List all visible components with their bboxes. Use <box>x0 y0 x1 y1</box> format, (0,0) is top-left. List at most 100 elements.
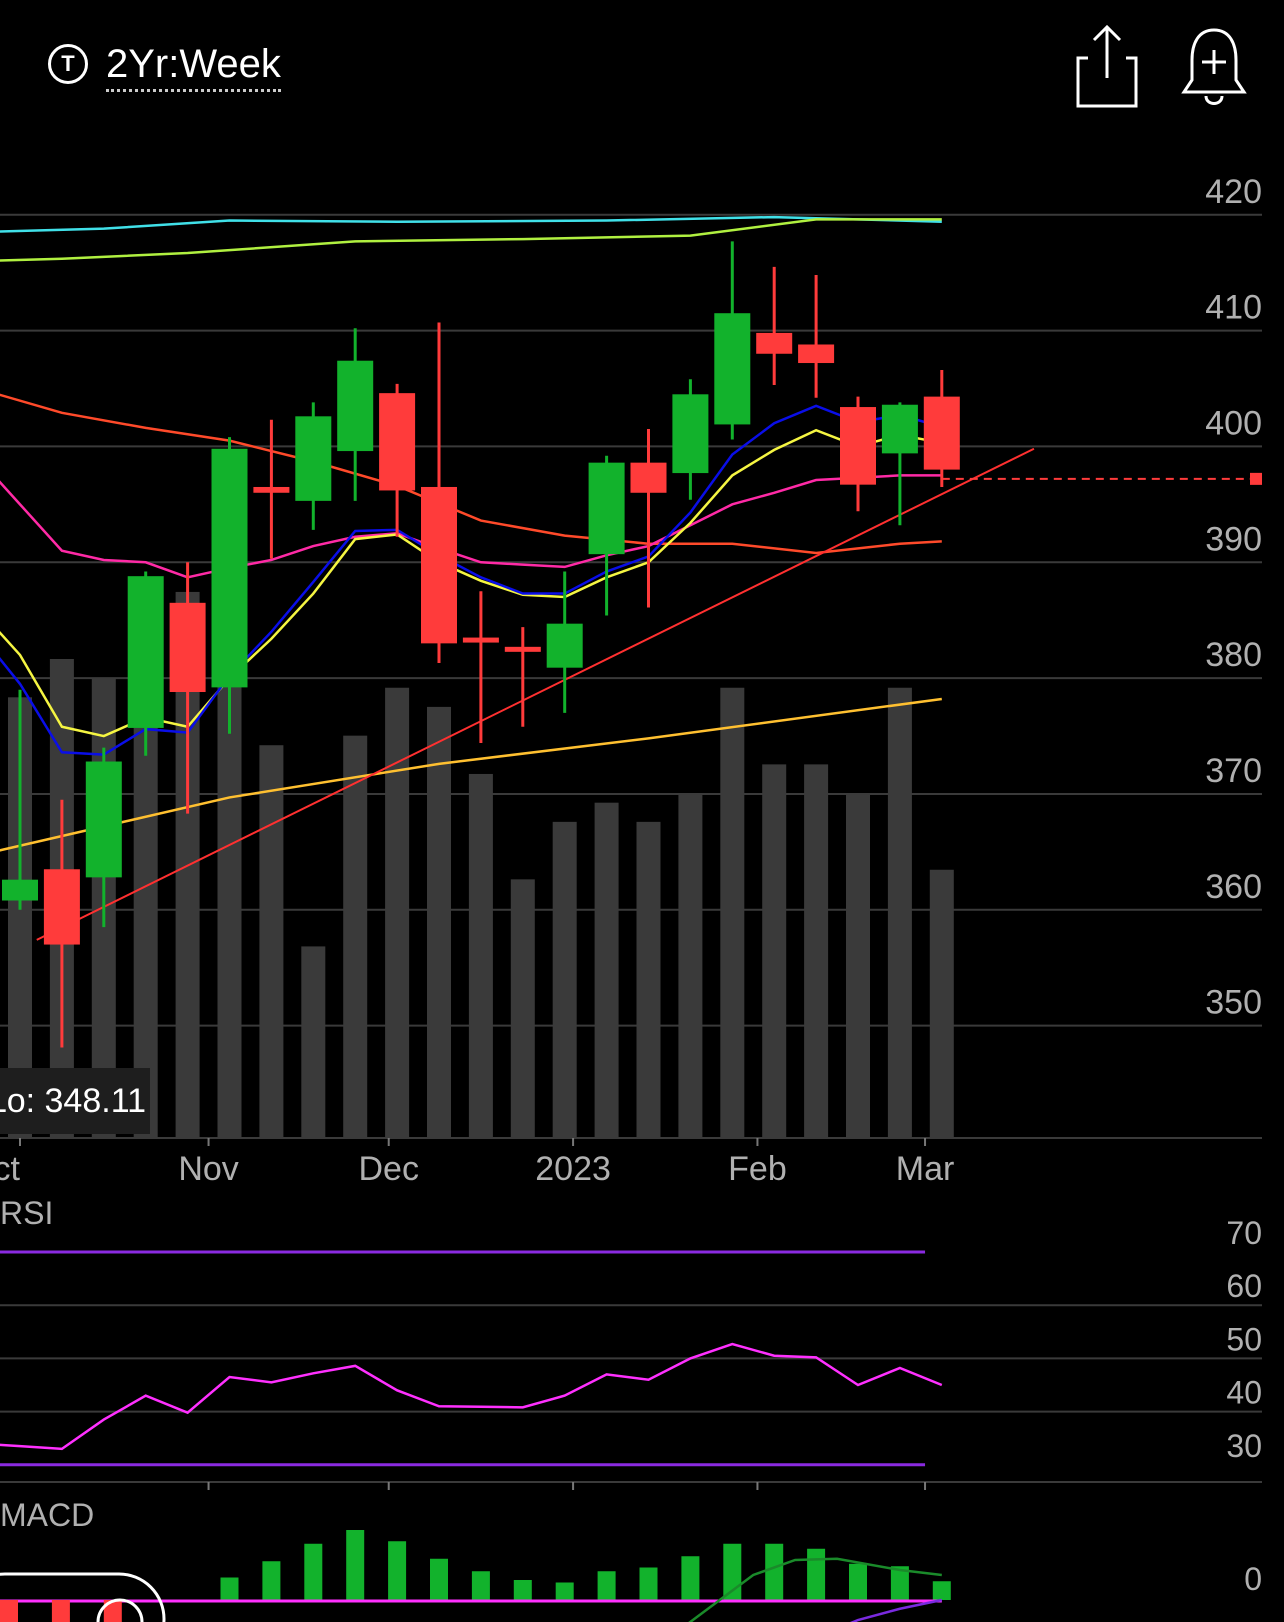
macd-histogram-bar <box>304 1543 323 1600</box>
trendline-line <box>36 447 1035 941</box>
x-tick-label: Nov <box>178 1150 238 1188</box>
volume-bar <box>385 687 410 1138</box>
macd-histogram-bar <box>388 1541 407 1600</box>
candle-body <box>798 344 835 364</box>
macd-negative-bar <box>103 1600 122 1622</box>
macd-histogram-bar <box>430 1558 448 1600</box>
candle-body <box>85 761 122 878</box>
share-icon[interactable] <box>1074 24 1142 110</box>
candle-body <box>2 879 38 901</box>
volume-bar <box>301 946 326 1138</box>
candle-body <box>169 602 206 693</box>
volume-bar <box>678 793 703 1138</box>
macd_line_green <box>688 1557 942 1622</box>
volume-bar <box>427 706 451 1138</box>
ma_pink-line <box>0 474 942 579</box>
macd-negative-bar <box>51 1600 70 1622</box>
price-tick-label: 380 <box>1205 636 1262 674</box>
low-label-bg <box>0 1068 150 1134</box>
candle-body <box>421 486 457 644</box>
volume-bar <box>552 821 577 1138</box>
price-tick-label: 400 <box>1205 404 1262 442</box>
ema_fast-line <box>0 404 943 756</box>
price-tick-label: 370 <box>1205 752 1262 790</box>
last-price-marker <box>1250 472 1262 485</box>
upper_cyan-line <box>0 215 942 233</box>
macd-histogram-bar <box>513 1580 532 1600</box>
candle-body <box>43 869 80 945</box>
macd-histogram-bar <box>220 1577 239 1600</box>
low-label: Lo: 348.11 <box>0 1082 146 1120</box>
macd-title: MACD <box>0 1497 94 1533</box>
volume-bar <box>343 735 368 1138</box>
price-tick-label: 360 <box>1205 868 1262 906</box>
candle-body <box>504 646 541 652</box>
candle-body <box>756 332 793 354</box>
macd-histogram-bar <box>262 1561 281 1600</box>
volume-bar <box>720 687 745 1138</box>
price-tick-label: 390 <box>1205 520 1262 558</box>
ma_long-line <box>0 697 942 852</box>
price-tick-label: 350 <box>1205 984 1262 1022</box>
volume-bar <box>887 687 912 1138</box>
candle-body <box>672 394 709 474</box>
macd-histogram-bar <box>471 1571 490 1600</box>
macd-negative-bar <box>0 1600 18 1622</box>
chart-header: T 2Yr:Week <box>0 0 1284 130</box>
rsi-tick-label: 30 <box>1226 1428 1262 1464</box>
volume-bar <box>762 764 787 1138</box>
macd-histogram-bar <box>807 1548 826 1600</box>
candle-body <box>211 448 248 688</box>
volume-bar <box>804 764 829 1138</box>
bell-plus-icon[interactable] <box>1180 24 1248 110</box>
price-tick-label: 420 <box>1205 173 1262 211</box>
rsi-line <box>0 1342 943 1451</box>
macd-histogram-bar <box>849 1563 867 1600</box>
volume-bar <box>846 793 870 1138</box>
x-tick-label: Dec <box>358 1150 418 1188</box>
candle-body <box>714 313 751 425</box>
candle-body <box>127 576 164 728</box>
macd-histogram-bar <box>639 1567 658 1600</box>
volume-bar <box>594 802 619 1138</box>
volume-bar <box>259 745 284 1138</box>
rsi-tick-label: 60 <box>1226 1268 1262 1304</box>
rsi-title: RSI <box>0 1195 53 1231</box>
candle-body <box>295 416 332 501</box>
candle-body <box>546 623 583 668</box>
macd-histogram-bar <box>681 1556 700 1600</box>
macd-histogram-bar <box>890 1566 909 1600</box>
macd-histogram-bar <box>932 1581 951 1600</box>
crosshair-toggle-outline <box>0 1572 166 1622</box>
rsi-tick-label: 40 <box>1226 1375 1262 1411</box>
candle-body <box>630 462 667 493</box>
volume-bar <box>468 773 493 1138</box>
x-tick-label: 2023 <box>535 1150 611 1188</box>
candle-body <box>379 393 416 491</box>
ma_red-line <box>0 393 942 555</box>
x-tick-label: Mar <box>896 1150 955 1188</box>
macd-histogram-bar <box>555 1582 574 1600</box>
candle-body <box>588 462 625 555</box>
x-tick-label: Feb <box>728 1150 787 1188</box>
rsi-tick-label: 50 <box>1226 1321 1262 1357</box>
price-tick-label: 410 <box>1205 289 1262 327</box>
macd-histogram-bar <box>765 1543 784 1600</box>
volume-bar <box>510 879 535 1138</box>
rsi-tick-label: 70 <box>1226 1215 1262 1251</box>
candle-body <box>923 396 960 470</box>
candle-body <box>253 486 290 493</box>
macd_line_purple <box>849 1598 943 1622</box>
volume-bar <box>929 869 954 1138</box>
timeframe-selector[interactable]: 2Yr:Week <box>106 40 281 92</box>
macd-histogram-bar <box>346 1530 365 1600</box>
candle-body <box>337 360 374 452</box>
candle-body <box>462 637 499 643</box>
candle-body <box>840 407 876 485</box>
circle-t-icon[interactable]: T <box>48 44 88 84</box>
macd-tick-label: 0 <box>1244 1561 1262 1597</box>
upper_green-line <box>0 218 942 262</box>
x-tick-label: Oct <box>0 1150 21 1188</box>
candle-body <box>881 404 918 454</box>
